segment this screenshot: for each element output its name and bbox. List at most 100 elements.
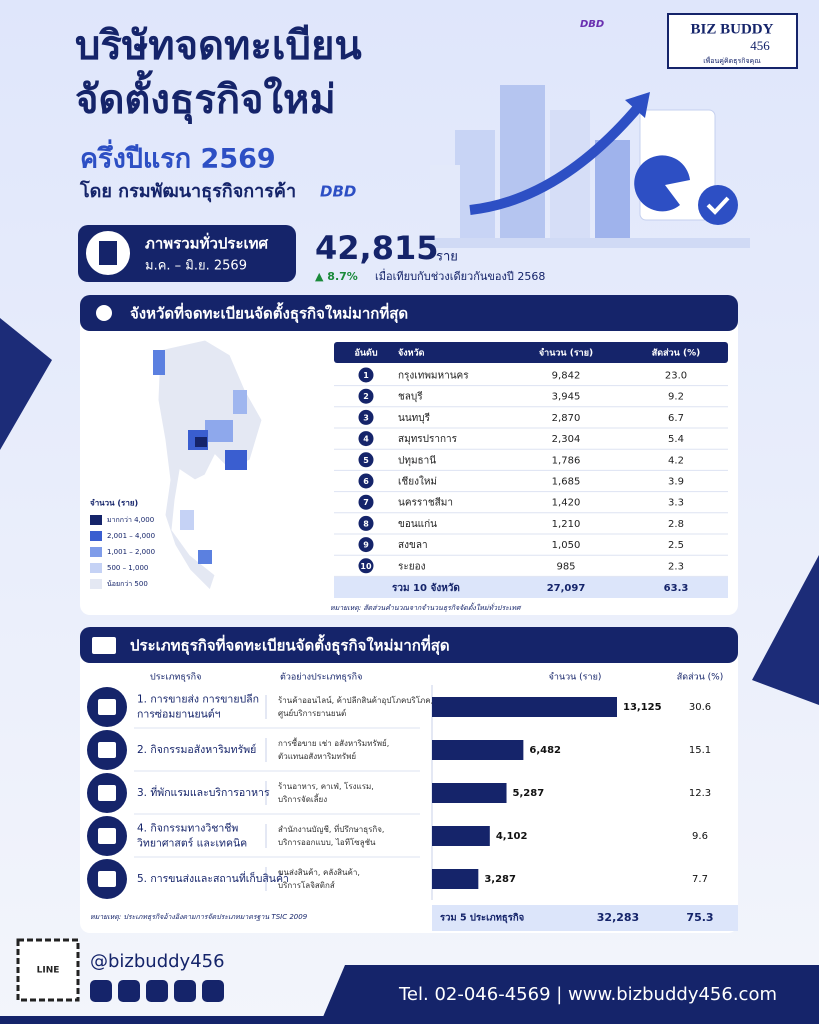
category-name: วิทยาศาสตร์ และเทคนิค xyxy=(137,837,247,850)
bar xyxy=(432,697,617,717)
table-cell: 23.0 xyxy=(665,371,687,382)
table-cell: ขอนแก่น xyxy=(398,519,437,530)
category-examples: ตัวแทนอสังหาริมทรัพย์ xyxy=(278,751,356,761)
deco-left xyxy=(0,318,52,450)
map xyxy=(153,339,263,591)
summary-label: ภาพรวมทั่วประเทศ xyxy=(145,233,269,253)
dbd-logo: DBD xyxy=(320,183,356,201)
table-cell: 2,304 xyxy=(552,434,581,445)
legend-item: 2,001 – 4,000 xyxy=(107,532,155,540)
category-examples: บริการโลจิสติกส์ xyxy=(278,880,335,890)
brand-logo xyxy=(667,13,798,69)
social-icons xyxy=(90,980,224,1002)
table-cell: ปทุมธานี xyxy=(398,454,436,466)
table-cell: กรุงเทพมหานคร xyxy=(398,371,469,382)
bar-value: 5,287 xyxy=(513,788,545,799)
footer-strip xyxy=(0,1016,340,1024)
table-cell: 1,786 xyxy=(552,455,581,466)
column-header: สัดส่วน (%) xyxy=(652,348,700,359)
rank-badge xyxy=(358,515,374,531)
table-cell: 3.9 xyxy=(668,477,684,488)
legend-swatch xyxy=(90,547,102,557)
column-header: ประเภทธุรกิจ xyxy=(150,672,201,683)
section-title: จังหวัดที่จดทะเบียนจัดตั้งธุรกิจใหม่มากท… xyxy=(130,302,408,324)
total-cell: 63.3 xyxy=(664,583,689,594)
rank: 10 xyxy=(360,562,372,571)
note: หมายเหตุ: ประเภทธุรกิจอ้างอิงตามการจัดปร… xyxy=(90,913,308,921)
bar-value: 4,102 xyxy=(496,831,528,842)
summary-unit: ราย xyxy=(436,250,458,265)
rank-badge xyxy=(358,431,374,447)
category-examples: สำนักงานบัญชี, ที่ปรึกษาธุรกิจ, xyxy=(278,823,384,834)
table-cell: 2.8 xyxy=(668,519,684,530)
brand-tagline: เพื่อนคู่คิดธุรกิจคุณ xyxy=(703,56,761,65)
deco-right xyxy=(752,555,819,705)
category-examples: ศูนย์บริการยานยนต์ xyxy=(278,708,346,719)
rank: 1 xyxy=(363,371,369,380)
summary-total: 42,815 xyxy=(315,229,438,267)
category-name: 2. กิจกรรมอสังหาริมทรัพย์ xyxy=(137,743,256,756)
total-cell: รวม 10 จังหวัด xyxy=(392,582,460,594)
column-header: จังหวัด xyxy=(398,348,425,359)
table-cell: 1,420 xyxy=(552,498,581,509)
total-row xyxy=(334,577,728,598)
legend-swatch xyxy=(90,515,102,525)
legend-swatch xyxy=(90,579,102,589)
brand: BIZ BUDDY xyxy=(691,21,774,37)
category-name: 4. กิจกรรมทางวิชาชีพ xyxy=(137,822,238,835)
table-cell: 1,210 xyxy=(552,519,581,530)
byline: โดย กรมพัฒนาธุรกิจการค้า xyxy=(79,180,296,203)
icon-glyph xyxy=(98,871,116,887)
table-cell: 6.7 xyxy=(668,413,684,424)
bar-value: 13,125 xyxy=(623,702,662,713)
dbd-logo-top: DBD xyxy=(580,19,604,30)
icon-glyph xyxy=(98,828,116,844)
rank-badge xyxy=(358,367,374,383)
share: 15.1 xyxy=(689,745,711,756)
qr-label: LINE xyxy=(37,966,60,976)
table-cell: 3,945 xyxy=(552,392,581,403)
legend-item: 500 – 1,000 xyxy=(107,564,148,572)
table-cell: 1,050 xyxy=(552,540,581,551)
category-name: 1. การขายส่ง การขายปลีก xyxy=(137,693,259,706)
summary-box xyxy=(78,225,296,282)
total-cell: 75.3 xyxy=(686,911,713,924)
rank: 2 xyxy=(363,392,369,401)
total-row xyxy=(432,905,738,931)
legend-title: จำนวน (ราย) xyxy=(90,499,138,508)
category-examples: การซื้อขาย เช่า อสังหาริมทรัพย์, xyxy=(278,737,389,748)
category-name: การซ่อมยานยนต์ฯ xyxy=(137,708,221,721)
title: จัดตั้งธุรกิจใหม่ xyxy=(75,70,336,125)
category-examples: ร้านค้าออนไลน์, ค้าปลีกสินค้าอุปโภคบริโภ… xyxy=(278,695,433,705)
legend-swatch xyxy=(90,563,102,573)
table-cell: ชลบุรี xyxy=(398,391,423,403)
illustration xyxy=(420,85,750,248)
share: 30.6 xyxy=(689,702,711,713)
rank: 4 xyxy=(363,435,369,444)
summary-period: ม.ค. – มิ.ย. 2569 xyxy=(145,259,247,274)
column-header: อันดับ xyxy=(354,348,377,359)
icon-glyph xyxy=(98,742,116,758)
table-cell: สมุทรปราการ xyxy=(398,434,458,445)
summary-icon xyxy=(99,241,117,265)
bar-value: 3,287 xyxy=(484,874,516,885)
bar-value: 6,482 xyxy=(529,745,561,756)
rank-badge xyxy=(358,537,374,553)
table-cell: 985 xyxy=(556,561,575,572)
table-cell: 2.3 xyxy=(668,561,684,572)
category-examples: ร้านอาหาร, คาเฟ่, โรงแรม, xyxy=(278,781,374,791)
total-cell: 27,097 xyxy=(547,583,586,594)
bar xyxy=(432,740,524,760)
share: 9.6 xyxy=(692,831,708,842)
table-cell: 4.2 xyxy=(668,455,684,466)
table-cell: นครราชสีมา xyxy=(398,497,453,509)
title: บริษัทจดทะเบียน xyxy=(75,23,362,69)
pin-icon xyxy=(96,305,112,321)
column-header: ตัวอย่างประเภทธุรกิจ xyxy=(280,672,362,683)
table-cell: 9.2 xyxy=(668,392,684,403)
note: หมายเหตุ: สัดส่วนคำนวณจากจำนวนธุรกิจจัดต… xyxy=(330,602,522,612)
bar xyxy=(432,826,490,846)
summary-comparison: เมื่อเทียบกับช่วงเดียวกันของปี 2568 xyxy=(375,268,545,283)
legend-item: น้อยกว่า 500 xyxy=(107,580,148,588)
